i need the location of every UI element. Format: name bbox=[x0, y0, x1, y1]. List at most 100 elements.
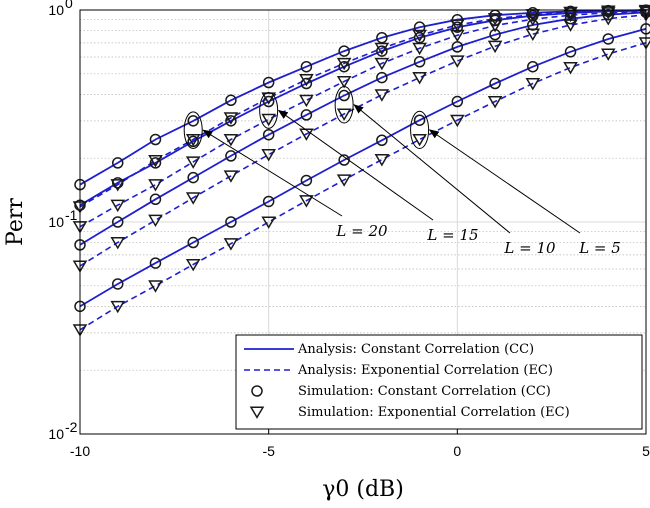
data-point-cc-L10 bbox=[262, 128, 275, 141]
data-point-ec-L10 bbox=[563, 19, 578, 32]
data-point-ec-L5 bbox=[563, 62, 578, 75]
data-point-cc-L15 bbox=[149, 157, 162, 169]
data-point-cc-L15 bbox=[262, 95, 275, 108]
annotation-arrow bbox=[277, 109, 434, 221]
data-point-cc-L10 bbox=[413, 56, 426, 68]
y-tick-label: 10 bbox=[48, 214, 64, 230]
data-point-ec-L20 bbox=[487, 13, 503, 26]
data-point-cc-L10 bbox=[451, 41, 464, 53]
data-point-cc-L15 bbox=[376, 45, 388, 57]
legend-entry: Simulation: Constant Correlation (CC) bbox=[298, 384, 551, 399]
data-point-ec-L20 bbox=[374, 42, 390, 56]
data-point-cc-L20 bbox=[187, 115, 199, 127]
data-point-ec-L15 bbox=[412, 42, 427, 56]
annotation-ellipse bbox=[334, 86, 354, 124]
data-point-ec-L10 bbox=[525, 28, 541, 41]
legend-entry: Analysis: Exponential Correlation (EC) bbox=[297, 363, 553, 378]
y-tick-exponent: 0 bbox=[65, 0, 73, 11]
data-point-ec-L20 bbox=[185, 133, 201, 147]
legend: Analysis: Constant Correlation (CC) Analy… bbox=[235, 334, 643, 430]
data-point-ec-L5 bbox=[299, 195, 314, 208]
data-point-ec-L10 bbox=[600, 13, 616, 26]
data-point-ec-L15 bbox=[374, 57, 390, 71]
data-point-ec-L20 bbox=[223, 112, 239, 125]
annotation-ellipse bbox=[183, 111, 203, 149]
data-point-cc-L20 bbox=[262, 76, 275, 89]
data-point-cc-L5 bbox=[111, 278, 124, 290]
data-point-cc-L15 bbox=[338, 60, 350, 73]
annotation-label: L = 15 bbox=[426, 226, 478, 244]
legend-entry: Analysis: Constant Correlation (CC) bbox=[297, 342, 534, 357]
data-point-cc-L15 bbox=[300, 77, 313, 90]
annotation-arrow bbox=[428, 129, 581, 234]
annotation-ellipse bbox=[259, 92, 279, 129]
annotation-label: L = 5 bbox=[578, 239, 621, 257]
data-point-cc-L5 bbox=[564, 46, 577, 58]
data-point-cc-L10 bbox=[489, 28, 501, 41]
data-point-cc-L10 bbox=[111, 216, 124, 228]
axis-titles: γ0 (dB) Perr bbox=[3, 198, 404, 502]
data-point-ec-L15 bbox=[525, 13, 541, 27]
data-point-cc-L10 bbox=[564, 12, 577, 25]
annotation-label: L = 10 bbox=[503, 239, 556, 257]
data-point-ec-L15 bbox=[487, 19, 503, 33]
data-point-cc-L5 bbox=[300, 174, 313, 187]
data-point-ec-L15 bbox=[185, 156, 201, 169]
legend-box bbox=[235, 334, 643, 430]
data-point-ec-L20 bbox=[110, 179, 126, 192]
data-point-ec-L10 bbox=[148, 214, 163, 228]
data-point-ec-L5 bbox=[148, 280, 163, 293]
data-point-cc-L5 bbox=[149, 257, 162, 269]
data-point-ec-L10 bbox=[374, 89, 390, 102]
data-point-cc-L20 bbox=[149, 133, 162, 146]
x-tick-label: 5 bbox=[642, 443, 650, 459]
annotation-arrow bbox=[353, 104, 511, 234]
data-point-ec-L10 bbox=[185, 192, 201, 205]
data-point-cc-L5 bbox=[527, 60, 539, 73]
data-point-ec-L10 bbox=[299, 128, 314, 141]
data-point-ec-L5 bbox=[412, 133, 427, 147]
data-point-ec-L15 bbox=[299, 94, 314, 108]
data-point-ec-L20 bbox=[148, 154, 163, 168]
data-point-cc-L15 bbox=[187, 135, 199, 148]
data-point-cc-L10 bbox=[225, 150, 237, 162]
x-axis-title: γ0 (dB) bbox=[322, 477, 404, 502]
series-line-cc-L5 bbox=[79, 27, 647, 308]
data-point-cc-L10 bbox=[149, 193, 162, 206]
data-point-cc-L5 bbox=[187, 236, 199, 249]
data-point-cc-L15 bbox=[602, 5, 615, 18]
data-point-ec-L5 bbox=[185, 258, 201, 272]
data-point-ec-L10 bbox=[487, 40, 503, 54]
data-point-cc-L10 bbox=[187, 171, 199, 184]
y-tick-label: 10 bbox=[48, 426, 64, 442]
data-point-ec-L15 bbox=[450, 29, 465, 43]
annotation-ellipse bbox=[410, 110, 430, 149]
data-point-cc-L20 bbox=[338, 45, 350, 57]
data-point-ec-L10 bbox=[261, 149, 276, 162]
data-point-cc-L5 bbox=[489, 77, 501, 90]
legend-swatch-circle bbox=[251, 385, 263, 397]
x-tick-label: -5 bbox=[262, 443, 275, 459]
data-point-ec-L10 bbox=[412, 72, 427, 85]
y-tick-exponent: -2 bbox=[65, 419, 78, 435]
data-point-ec-L5 bbox=[487, 95, 503, 109]
legend-entry: Simulation: Exponential Correlation (EC) bbox=[298, 405, 570, 420]
data-point-ec-L5 bbox=[110, 300, 126, 314]
data-point-cc-L15 bbox=[111, 177, 124, 189]
data-point-ec-L5 bbox=[374, 154, 390, 167]
data-point-ec-L5 bbox=[223, 238, 239, 251]
y-tick-label: 10 bbox=[48, 2, 64, 18]
annotation-arrow bbox=[202, 129, 343, 217]
data-point-ec-L5 bbox=[261, 216, 276, 229]
data-point-ec-L5 bbox=[525, 77, 541, 91]
data-point-ec-L15 bbox=[110, 199, 126, 213]
data-point-ec-L15 bbox=[148, 179, 163, 192]
data-point-cc-L5 bbox=[451, 95, 464, 108]
data-point-ec-L10 bbox=[110, 236, 126, 250]
series-line-cc-L15 bbox=[79, 9, 647, 206]
data-point-ec-L10 bbox=[450, 55, 465, 68]
data-point-cc-L20 bbox=[300, 60, 313, 73]
data-point-cc-L5 bbox=[376, 134, 388, 147]
data-point-ec-L15 bbox=[600, 7, 616, 20]
